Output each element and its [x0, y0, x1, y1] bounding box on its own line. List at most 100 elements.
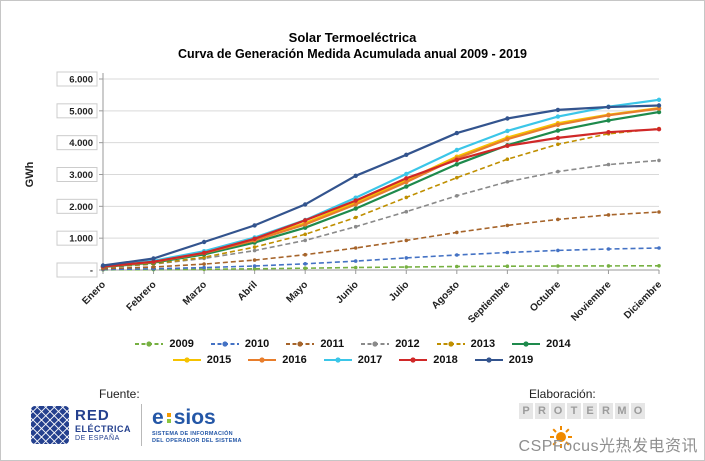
svg-text:Mayo: Mayo — [284, 279, 310, 305]
series-marker-2019 — [505, 116, 510, 121]
series-marker-2019 — [606, 104, 611, 110]
esios-e: e — [152, 406, 164, 429]
elaboracion-label: Elaboración: — [529, 387, 596, 401]
esios-dots-icon — [166, 413, 171, 424]
series-marker-2017 — [656, 97, 662, 102]
series-marker-2016 — [404, 179, 409, 185]
ree-logo-line3: DE ESPAÑA — [75, 434, 120, 442]
series-marker-2009 — [606, 264, 611, 268]
series-marker-2011 — [505, 223, 510, 228]
chart-title-line1: Solar Termoeléctrica — [288, 30, 417, 45]
legend-row-1: 2009 2010 2011 2012 2013 2014 — [134, 338, 571, 350]
series-marker-2019 — [404, 152, 409, 157]
legend-item-2011: 2011 — [285, 338, 344, 350]
svg-text:Marzo: Marzo — [181, 279, 209, 307]
protermo-letter: O — [631, 403, 645, 419]
esios-logo-name: e sios — [152, 405, 242, 431]
protermosolar-sun-icon — [549, 425, 573, 449]
series-marker-2018 — [353, 198, 358, 203]
fuente-label: Fuente: — [99, 387, 140, 401]
series-marker-2013 — [252, 245, 257, 249]
series-marker-2009 — [455, 264, 459, 269]
ree-logo: RED ELÉCTRICA DE ESPAÑA — [31, 406, 131, 444]
series-marker-2012 — [404, 209, 409, 214]
series-marker-2013 — [303, 232, 308, 237]
series-marker-2012 — [252, 248, 257, 253]
series-marker-2010 — [202, 265, 206, 270]
series-marker-2014 — [353, 206, 358, 211]
series-marker-2010 — [353, 259, 358, 263]
protermo-letter: T — [567, 403, 581, 419]
series-marker-2016 — [303, 222, 308, 227]
series-marker-2019 — [252, 223, 257, 228]
series-marker-2014 — [404, 184, 409, 189]
series-marker-2010 — [303, 262, 308, 266]
series-marker-2011 — [151, 265, 156, 269]
legend-label: 2018 — [433, 354, 458, 366]
series-line-2014 — [102, 111, 660, 269]
svg-text:3.000: 3.000 — [69, 170, 93, 181]
series-marker-2012 — [556, 169, 560, 174]
series-marker-2016 — [505, 137, 510, 142]
series-marker-2013 — [505, 157, 510, 161]
chart-title-line2: Curva de Generación Medida Acumulada anu… — [178, 47, 527, 61]
series-line-2015 — [102, 107, 660, 268]
protermo-letter: O — [551, 403, 565, 419]
series-marker-2011 — [657, 210, 661, 214]
series-marker-2018 — [303, 218, 308, 223]
series-marker-2012 — [505, 180, 510, 184]
legend-label: 2011 — [320, 338, 345, 350]
legend-item-2017: 2017 — [323, 354, 382, 366]
legend-swatch-icon — [323, 357, 352, 363]
series-marker-2018 — [454, 157, 459, 163]
series-line-2017 — [102, 98, 660, 268]
series-marker-2009 — [353, 265, 358, 270]
series-line-2019 — [102, 104, 660, 267]
esios-logo: e sios SISTEMA DE INFORMACIÓN DEL OPERAD… — [152, 405, 242, 445]
protermo-letter: R — [599, 403, 613, 419]
ree-logo-line1: RED — [75, 407, 110, 425]
series-marker-2017 — [454, 147, 459, 153]
ree-logo-line2: ELÉCTRICA — [75, 424, 131, 435]
legend-swatch-icon — [512, 341, 541, 347]
svg-text:Septiembre: Septiembre — [466, 279, 513, 326]
ree-logo-text: RED ELÉCTRICA DE ESPAÑA — [75, 407, 131, 443]
series-marker-2018 — [606, 130, 611, 135]
svg-text:5.000: 5.000 — [69, 106, 93, 117]
series-marker-2019 — [303, 202, 308, 207]
series-marker-2018 — [505, 143, 510, 148]
series-marker-2009 — [556, 264, 560, 268]
legend-item-2010: 2010 — [210, 338, 269, 350]
svg-text:Junio: Junio — [334, 279, 361, 306]
series-marker-2010 — [404, 256, 409, 260]
legend-label: 2014 — [546, 338, 571, 350]
series-marker-2018 — [252, 236, 257, 241]
series-marker-2019 — [656, 103, 662, 108]
esios-tagline1: SISTEMA DE INFORMACIÓN — [152, 431, 233, 438]
series-marker-2018 — [656, 127, 662, 132]
legend-swatch-icon — [361, 341, 390, 347]
series-marker-2018 — [404, 176, 409, 181]
series-marker-2014 — [606, 118, 611, 123]
legend-item-2019: 2019 — [474, 354, 533, 366]
protermo-letter: R — [535, 403, 549, 419]
series-marker-2013 — [353, 215, 358, 220]
series-marker-2014 — [303, 225, 308, 230]
legend-item-2015: 2015 — [172, 354, 231, 366]
svg-text:-: - — [90, 266, 93, 277]
series-line-2012 — [102, 159, 660, 269]
series-marker-2019 — [201, 239, 207, 245]
series-marker-2010 — [606, 247, 611, 251]
series-marker-2016 — [606, 113, 611, 118]
series-marker-2011 — [252, 258, 257, 262]
svg-text:GWh: GWh — [24, 161, 36, 187]
series-marker-2009 — [657, 264, 661, 268]
series-marker-2011 — [202, 262, 206, 266]
series-line-2011 — [102, 211, 660, 270]
series-marker-2019 — [555, 107, 561, 113]
svg-text:Abril: Abril — [236, 279, 260, 303]
series-marker-2012 — [353, 224, 358, 229]
legend-label: 2015 — [206, 354, 232, 366]
series-marker-2017 — [505, 128, 510, 134]
series-marker-2009 — [505, 264, 510, 268]
